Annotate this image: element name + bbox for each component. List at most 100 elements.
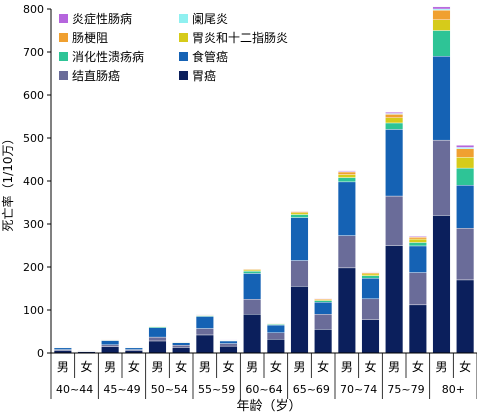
sex-label: 男 bbox=[104, 360, 116, 374]
bar-segment bbox=[433, 10, 451, 19]
bar-segment bbox=[267, 325, 285, 333]
bar-segment bbox=[385, 123, 403, 129]
bar-segment bbox=[409, 273, 427, 305]
bar-segment bbox=[338, 236, 356, 268]
bar-segment bbox=[385, 129, 403, 196]
bar-segment bbox=[409, 239, 427, 242]
y-tick-label: 400 bbox=[23, 175, 44, 188]
legend-label: 炎症性肠病 bbox=[72, 11, 132, 26]
bar-segment bbox=[433, 31, 451, 57]
bar-segment bbox=[338, 268, 356, 353]
legend: 炎症性肠病阑尾炎肠梗阻胃炎和十二指肠炎消化性溃疡病食管癌结直肠癌胃癌 bbox=[59, 11, 288, 83]
bar-segment bbox=[409, 246, 427, 273]
bar-segment bbox=[362, 299, 380, 320]
bar-segment bbox=[456, 157, 474, 168]
bar-segment bbox=[338, 172, 356, 175]
sex-label: 女 bbox=[270, 359, 282, 374]
bar-segment bbox=[291, 215, 309, 218]
bar-segment bbox=[220, 346, 238, 353]
bar-segment bbox=[149, 341, 167, 353]
x-axis-label: 年龄（岁） bbox=[236, 399, 301, 414]
sex-label: 女 bbox=[317, 359, 329, 374]
bar-segment bbox=[172, 343, 190, 346]
age-group-label: 45~49 bbox=[103, 383, 140, 396]
y-axis-label: 死亡率（1/10万） bbox=[0, 133, 15, 232]
legend-label: 食管癌 bbox=[192, 49, 228, 64]
y-tick-label: 500 bbox=[23, 132, 44, 145]
bar-segment bbox=[338, 178, 356, 182]
bar-segment bbox=[456, 149, 474, 158]
y-tick-label: 300 bbox=[23, 218, 44, 231]
bar-segment bbox=[338, 171, 356, 172]
bar-segment bbox=[433, 215, 451, 353]
sex-label: 女 bbox=[459, 359, 471, 374]
y-tick-label: 200 bbox=[23, 261, 44, 274]
age-group-label: 65~69 bbox=[293, 383, 330, 396]
bar-segment bbox=[362, 274, 380, 276]
bar-segment bbox=[149, 337, 167, 341]
bar-segment bbox=[433, 20, 451, 31]
bar-segment bbox=[172, 347, 190, 353]
legend-swatch bbox=[59, 33, 68, 42]
bar-segment bbox=[291, 213, 309, 215]
sex-label: 男 bbox=[151, 360, 163, 374]
bar-segment bbox=[101, 345, 119, 347]
bar-segment bbox=[385, 112, 403, 113]
bar-segment bbox=[291, 286, 309, 353]
sex-label: 男 bbox=[199, 360, 211, 374]
legend-swatch bbox=[59, 14, 68, 23]
bar-segment bbox=[409, 236, 427, 237]
bar-segment bbox=[243, 271, 261, 273]
bar-segment bbox=[291, 261, 309, 287]
bar-segment bbox=[409, 242, 427, 245]
bar-segment bbox=[385, 246, 403, 354]
legend-swatch bbox=[59, 71, 68, 80]
sex-label: 女 bbox=[80, 359, 92, 374]
bar-segment bbox=[314, 329, 332, 353]
sex-label: 男 bbox=[246, 360, 258, 374]
legend-label: 阑尾炎 bbox=[192, 11, 228, 26]
bar-segment bbox=[101, 341, 119, 345]
y-tick-label: 700 bbox=[23, 46, 44, 59]
sex-label: 女 bbox=[128, 359, 140, 374]
age-group-label: 40~44 bbox=[56, 383, 93, 396]
bar-segment bbox=[267, 339, 285, 353]
age-group-label: 80+ bbox=[442, 383, 465, 396]
sex-label: 女 bbox=[364, 359, 376, 374]
age-group-label: 70~74 bbox=[340, 383, 377, 396]
bar-segment bbox=[385, 118, 403, 123]
bar-segment bbox=[267, 333, 285, 339]
bar-segment bbox=[314, 302, 332, 314]
bar-segment bbox=[196, 335, 214, 353]
bar-segment bbox=[433, 56, 451, 140]
sex-label: 女 bbox=[412, 359, 424, 374]
bar-segment bbox=[291, 218, 309, 261]
legend-swatch bbox=[179, 52, 188, 61]
bar-segment bbox=[338, 182, 356, 236]
bar-segment bbox=[243, 273, 261, 299]
bar-segment bbox=[243, 299, 261, 314]
bar-segment bbox=[409, 305, 427, 353]
bar-segment bbox=[362, 278, 380, 299]
bar-segment bbox=[385, 114, 403, 117]
age-group-label: 60~64 bbox=[245, 383, 282, 396]
bar-segment bbox=[433, 140, 451, 215]
sex-label: 女 bbox=[222, 359, 234, 374]
sex-label: 男 bbox=[388, 360, 400, 374]
bar-segment bbox=[220, 341, 238, 344]
bar-segment bbox=[409, 237, 427, 239]
bar-segment bbox=[54, 348, 72, 350]
bar-segment bbox=[456, 185, 474, 228]
bar-segment bbox=[456, 228, 474, 280]
bar-segment bbox=[125, 348, 143, 350]
sex-label: 女 bbox=[175, 359, 187, 374]
legend-label: 胃炎和十二指肠炎 bbox=[192, 30, 288, 45]
bar-segment bbox=[314, 301, 332, 303]
y-tick-label: 100 bbox=[23, 304, 44, 317]
sex-label: 男 bbox=[341, 360, 353, 374]
y-tick-label: 800 bbox=[23, 3, 44, 16]
bar-segment bbox=[456, 168, 474, 185]
sex-label: 男 bbox=[57, 360, 69, 374]
bar-segment bbox=[338, 175, 356, 178]
